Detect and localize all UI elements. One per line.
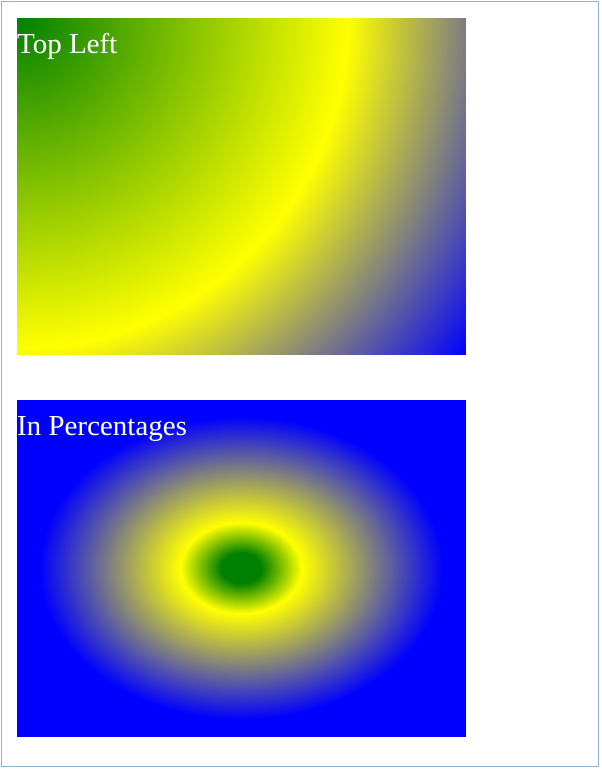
top-left-gradient-box: Top Left [17, 18, 466, 355]
percentages-label: In Percentages [17, 410, 187, 442]
percentages-gradient-box: In Percentages [17, 400, 466, 737]
top-left-label: Top Left [17, 28, 118, 60]
